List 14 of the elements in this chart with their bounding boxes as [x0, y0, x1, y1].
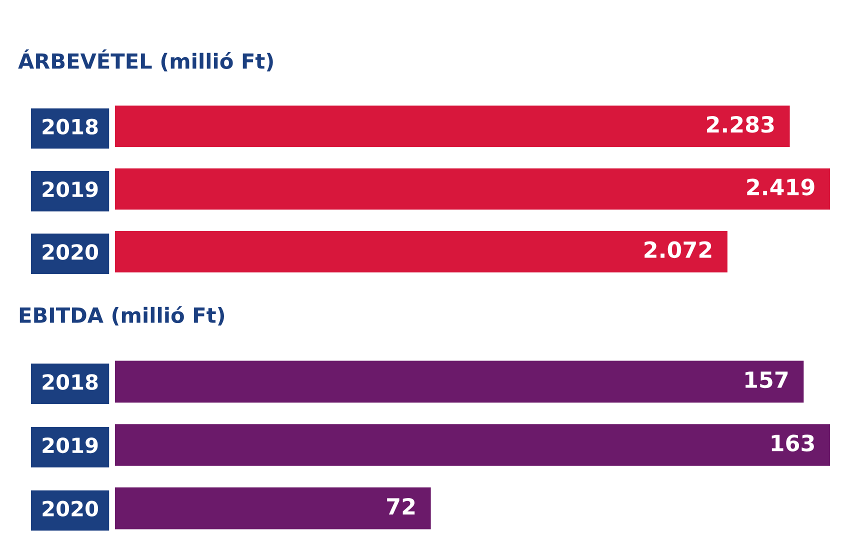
data-label: 2.419: [747, 178, 814, 196]
y-tick-label: 2020: [42, 500, 98, 517]
y-tick-label: 2019: [42, 437, 98, 454]
data-label: 72: [387, 498, 415, 514]
y-tick-label: 2020: [42, 244, 98, 260]
y-tick-label: 2018: [42, 118, 98, 135]
data-label: 157: [746, 372, 788, 388]
data-label: 2.283: [706, 116, 774, 133]
y-tick-label: 2019: [42, 181, 98, 198]
data-label: 163: [772, 434, 814, 452]
chart-title: ÁRBEVÉTEL (millió Ft): [18, 49, 273, 72]
data-label: 2.072: [644, 241, 712, 258]
chart-title: EBITDA (millió Ft): [20, 306, 224, 326]
y-tick-label: 2018: [42, 374, 98, 390]
